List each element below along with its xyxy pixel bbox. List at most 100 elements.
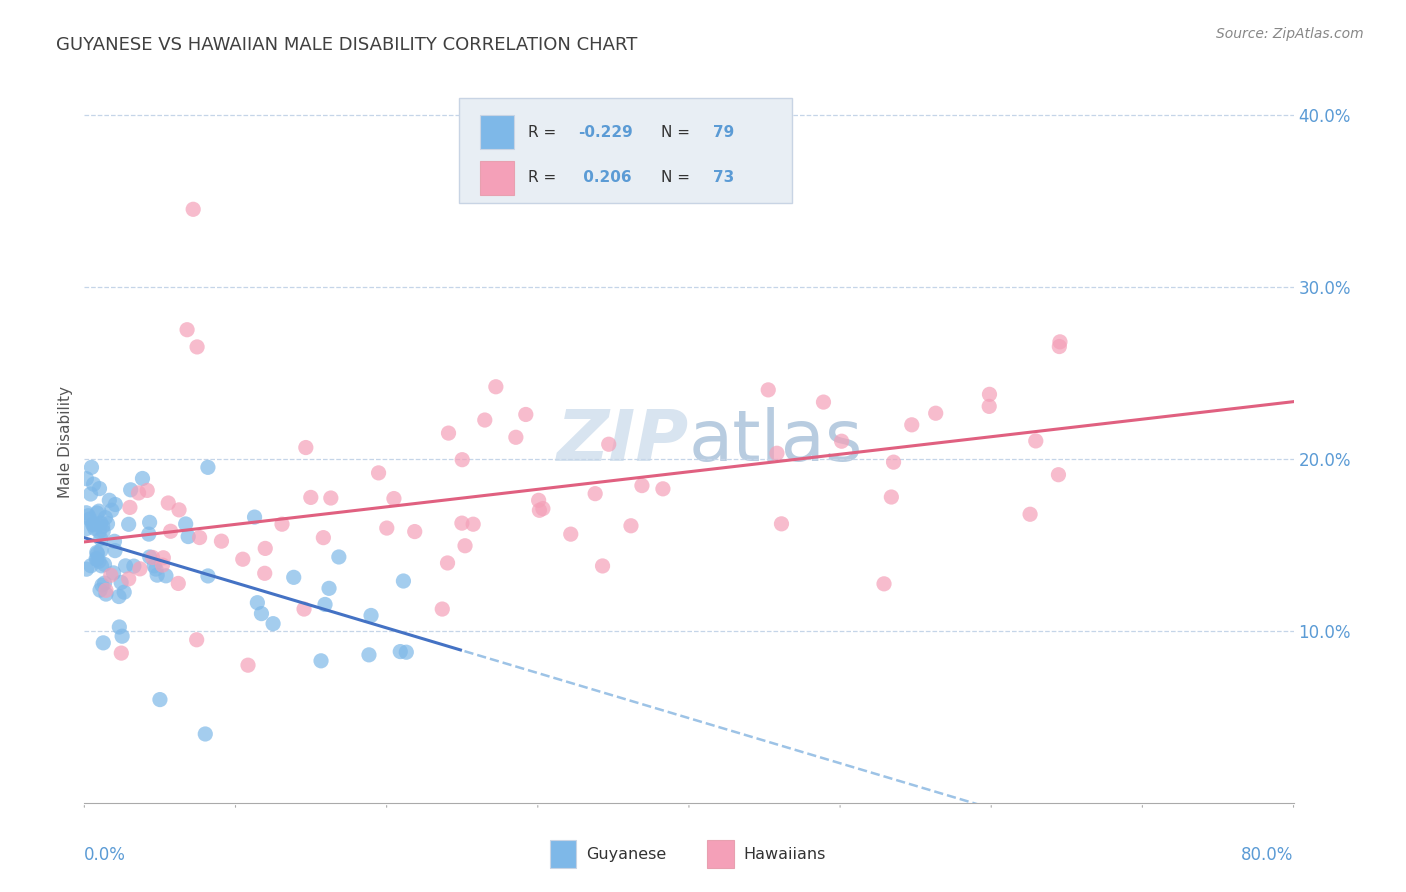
Text: 0.0%: 0.0% xyxy=(84,847,127,864)
Point xyxy=(174,516,197,531)
Point xyxy=(598,437,620,451)
Point xyxy=(75,472,97,486)
Point xyxy=(80,460,103,475)
Point xyxy=(382,491,405,506)
Point xyxy=(110,646,132,660)
Point xyxy=(188,531,211,545)
Point xyxy=(91,519,114,533)
Point xyxy=(89,524,111,539)
Point xyxy=(152,550,174,565)
Y-axis label: Male Disability: Male Disability xyxy=(58,385,73,498)
Point xyxy=(79,487,101,501)
Point xyxy=(770,516,793,531)
Point xyxy=(114,558,136,573)
Point xyxy=(181,202,204,217)
Point xyxy=(90,543,112,558)
Bar xyxy=(707,840,734,868)
Point xyxy=(254,541,277,556)
Point xyxy=(312,531,335,545)
Point xyxy=(873,577,896,591)
Point xyxy=(120,483,142,497)
Point xyxy=(159,524,181,539)
Point xyxy=(89,583,111,598)
Text: 73: 73 xyxy=(713,170,734,186)
Point xyxy=(131,471,153,485)
Point xyxy=(94,583,117,598)
Point xyxy=(118,500,141,515)
Point xyxy=(454,539,477,553)
Point xyxy=(1049,334,1071,349)
Point xyxy=(176,323,198,337)
Bar xyxy=(479,161,513,195)
Bar xyxy=(479,115,513,150)
Point xyxy=(432,602,454,616)
Point xyxy=(86,506,108,520)
Text: 0.206: 0.206 xyxy=(578,170,631,186)
Point xyxy=(243,510,266,524)
Point xyxy=(143,558,166,573)
Point xyxy=(831,434,853,449)
Point xyxy=(129,562,152,576)
Point xyxy=(77,508,100,523)
Point xyxy=(82,516,104,531)
Point xyxy=(437,426,460,441)
Point xyxy=(138,527,160,541)
Point xyxy=(813,395,835,409)
Point xyxy=(145,562,167,576)
Point xyxy=(900,417,922,432)
Point xyxy=(756,383,779,397)
Point xyxy=(139,549,162,564)
Text: R =: R = xyxy=(529,170,561,186)
Point xyxy=(86,547,108,561)
Point xyxy=(100,568,122,582)
Point xyxy=(328,549,350,564)
Text: atlas: atlas xyxy=(689,407,863,476)
Point xyxy=(395,645,418,659)
Point xyxy=(155,569,177,583)
Point xyxy=(232,552,254,566)
Point xyxy=(515,408,537,422)
Point xyxy=(309,654,332,668)
Bar xyxy=(550,840,576,868)
Point xyxy=(177,530,200,544)
Point xyxy=(83,521,105,535)
Point xyxy=(262,616,284,631)
Point xyxy=(979,387,1001,401)
Text: 79: 79 xyxy=(713,125,734,139)
Point xyxy=(1047,467,1070,482)
Point xyxy=(299,491,322,505)
Point xyxy=(883,455,905,469)
Point xyxy=(93,576,115,591)
Point xyxy=(194,727,217,741)
Point xyxy=(485,380,508,394)
Point xyxy=(651,482,673,496)
Point xyxy=(1019,508,1042,522)
Point xyxy=(292,602,315,616)
Point xyxy=(283,570,305,584)
FancyBboxPatch shape xyxy=(460,98,792,203)
Point xyxy=(90,558,112,573)
Point xyxy=(167,503,190,517)
Text: R =: R = xyxy=(529,125,561,139)
Point xyxy=(766,446,789,460)
Point xyxy=(110,575,132,590)
Point xyxy=(122,559,145,574)
Point xyxy=(197,460,219,475)
Point xyxy=(94,510,117,524)
Point xyxy=(96,516,118,531)
Point xyxy=(1025,434,1047,448)
Point xyxy=(83,477,105,491)
Point xyxy=(142,550,165,565)
Point xyxy=(152,558,174,573)
Point xyxy=(111,629,134,643)
Point xyxy=(474,413,496,427)
Point xyxy=(75,506,97,520)
Text: N =: N = xyxy=(661,125,695,139)
Point xyxy=(880,490,903,504)
Point xyxy=(86,552,108,566)
Point xyxy=(367,466,389,480)
Point xyxy=(103,566,125,580)
Text: N =: N = xyxy=(661,170,695,186)
Point xyxy=(271,517,294,532)
Point xyxy=(112,585,135,599)
